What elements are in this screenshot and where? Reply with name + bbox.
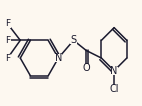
Bar bbox=[111, 67, 118, 75]
Text: N: N bbox=[110, 66, 118, 76]
Text: S: S bbox=[70, 35, 77, 45]
Bar bbox=[4, 37, 11, 44]
Bar bbox=[4, 20, 11, 28]
Text: O: O bbox=[82, 63, 90, 73]
Text: F: F bbox=[5, 54, 10, 63]
Bar bbox=[109, 85, 119, 92]
Bar bbox=[4, 54, 11, 62]
Text: F: F bbox=[5, 19, 10, 28]
Bar bbox=[83, 64, 90, 72]
Text: F: F bbox=[5, 36, 10, 45]
Text: N: N bbox=[55, 53, 62, 63]
Text: Cl: Cl bbox=[109, 84, 119, 93]
Bar bbox=[55, 54, 62, 62]
Bar bbox=[70, 37, 77, 44]
